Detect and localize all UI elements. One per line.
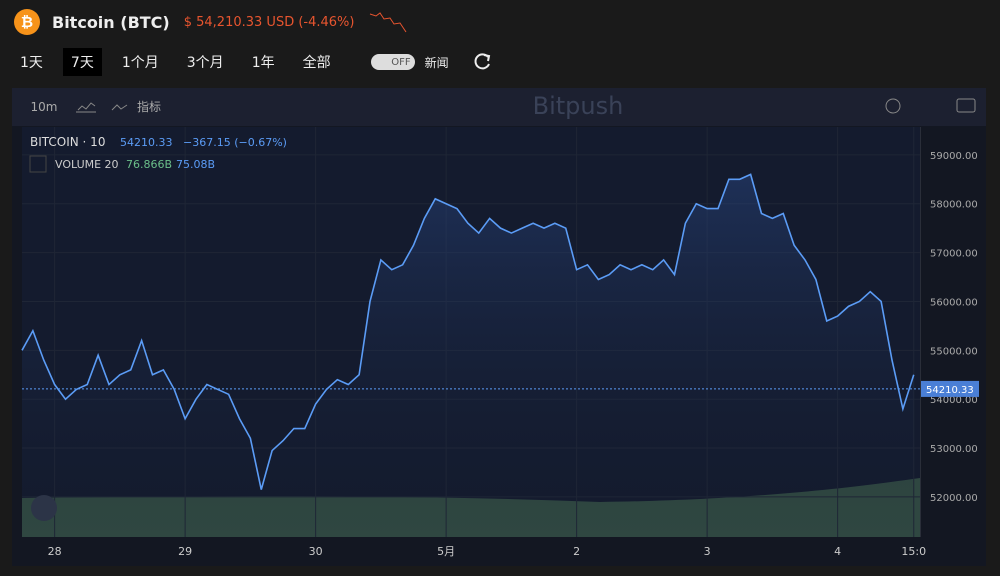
x-tick-label: 29 (178, 545, 192, 558)
collapse[interactable] (29, 155, 47, 173)
indicators[interactable]: 指标 (137, 99, 161, 114)
volume-label: VOLUME 20 (55, 158, 119, 171)
tabs: 1天 7天 1个月 3个月 1年 全部 OFF 新闻 (12, 48, 493, 76)
volume-value: 76.866B (126, 158, 172, 171)
refresh[interactable] (471, 51, 493, 73)
legend-price: 54210.33 (120, 136, 173, 149)
tab[interactable]: 3个月 (186, 55, 224, 71)
logo (31, 495, 57, 521)
legend-change: −367.15 (−0.67%) (183, 136, 287, 149)
y-tick-label: 53000.00 (930, 444, 978, 455)
y-axis-line (920, 127, 921, 537)
x-tick-label: 28 (48, 545, 62, 558)
interval[interactable]: 10m (31, 100, 58, 114)
indicator-icon (111, 104, 128, 111)
x-tick-label: 3 (704, 545, 711, 558)
tab[interactable]: 7天 (62, 48, 102, 76)
last-price-box (921, 380, 979, 397)
x-tick-label: 4 (834, 545, 841, 558)
volume-ma: 75.08B (176, 158, 215, 171)
x-tick-label: 5月 (437, 545, 455, 558)
last-price-label: 54210.33 (926, 385, 974, 396)
y-tick-label: 59000.00 (930, 151, 978, 162)
tab[interactable]: 1个月 (121, 55, 159, 71)
tab[interactable]: 1年 (251, 55, 275, 71)
y-tick-label: 52000.00 (930, 493, 978, 504)
sparkline (370, 12, 407, 33)
price-line (21, 173, 915, 490)
header: ₿ Bitcoin (BTC) $ 54,210.33 USD (-4.46%) (0, 0, 1000, 44)
x-tick-label: 2 (573, 545, 580, 558)
coin-icon: ₿ (14, 9, 40, 35)
y-tick-label: 55000.00 (930, 346, 978, 357)
settings[interactable] (885, 98, 901, 114)
title: Bitcoin (BTC) (52, 12, 170, 32)
x-tick-label: 15:0 (901, 545, 926, 558)
toolbar (12, 88, 986, 126)
y-tick-label: 57000.00 (930, 249, 978, 260)
y-tick-label: 58000.00 (930, 200, 978, 211)
toggle[interactable]: OFF (370, 54, 415, 70)
price-area (22, 174, 914, 537)
y-tick-label: 56000.00 (930, 297, 978, 308)
tab[interactable]: 全部 (302, 55, 331, 71)
symbol: BITCOIN · 10 (30, 135, 105, 149)
watermark: Bitpush (533, 92, 624, 120)
price: $ 54,210.33 USD (-4.46%) (183, 14, 355, 30)
x-tick-label: 30 (309, 545, 323, 558)
tab[interactable]: 1天 (20, 55, 43, 71)
chart-type-icon[interactable] (76, 102, 96, 113)
camera[interactable] (956, 98, 976, 113)
news-label: 新闻 (424, 55, 449, 70)
y-tick-label: 54000.00 (930, 395, 978, 406)
